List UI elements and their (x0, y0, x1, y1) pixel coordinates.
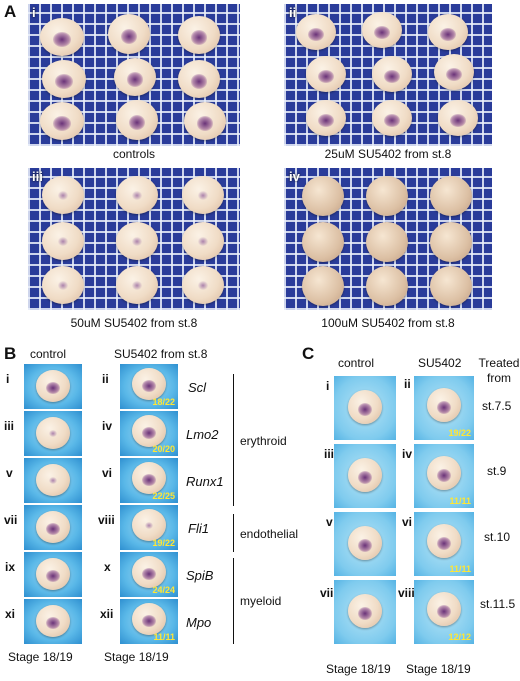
panel-c-count-iv: 11/11 (449, 496, 471, 506)
panel-c-stage-treated: Stage 18/19 (406, 662, 471, 676)
gene-lmo2: Lmo2 (186, 427, 219, 442)
panel-c-count-vi: 11/11 (449, 564, 471, 574)
panel-b-label-i: i (6, 372, 10, 386)
group-erythroid: erythroid (240, 434, 287, 448)
panel-b-letter: B (4, 344, 17, 363)
panel-c-treated-from-header: Treated from (478, 356, 520, 385)
panel-b-label-v: v (6, 466, 13, 480)
caption-a-ii: 25uM SU5402 from st.8 (324, 147, 452, 161)
panel-b-count-x: 24/24 (152, 585, 175, 595)
panel-b-label-ix: ix (5, 560, 16, 574)
caption-a-iv: 100uM SU5402 from st.8 (321, 316, 455, 330)
panel-c-stage-st11-5: st.11.5 (480, 597, 516, 611)
panel-c-label-v: v (326, 515, 333, 529)
gene-scl: Scl (188, 380, 207, 395)
panel-c-count-ii: 19/22 (448, 428, 471, 438)
photo-a-iv: iv (284, 168, 492, 310)
panel-b-control-header: control (30, 347, 67, 361)
panel-c-label-vi: vi (402, 515, 413, 529)
panel-b-label-viii: viii (98, 513, 115, 527)
photo-a-ii-label: ii (289, 5, 297, 20)
photo-a-ii: ii (284, 4, 492, 146)
group-endothelial: endothelial (240, 527, 299, 541)
panel-b-control-column (24, 364, 82, 644)
panel-a-letter: A (4, 2, 17, 21)
photo-a-i-label: i (32, 5, 36, 20)
gene-mpo: Mpo (186, 615, 212, 630)
panel-c-stage-control: Stage 18/19 (326, 662, 391, 676)
panel-b-label-iv: iv (102, 419, 113, 433)
panel-b-count-vi: 22/25 (152, 491, 175, 501)
panel-b-label-vii: vii (4, 513, 18, 527)
panel-b-treated-column: 18/22 20/20 22/25 19/22 24/24 11/11 (120, 364, 178, 644)
panel-c-label-i: i (326, 379, 330, 393)
bracket-myeloid (233, 558, 234, 644)
panel-b-treated-header: SU5402 from st.8 (114, 347, 208, 361)
gene-spib: SpiB (186, 568, 214, 583)
panel-b-count-viii: 19/22 (152, 538, 175, 548)
panel-b-label-ii: ii (102, 372, 109, 386)
panel-c-control-header: control (338, 356, 375, 370)
gene-fli1: Fli1 (188, 521, 209, 536)
panel-b-label-x: x (104, 560, 111, 574)
panel-c-stage-st9: st.9 (487, 464, 507, 478)
panel-c-label-ii: ii (404, 377, 411, 391)
photo-a-iii-label: iii (32, 169, 43, 184)
panel-b-stage-treated: Stage 18/19 (104, 650, 169, 664)
panel-b-label-iii: iii (4, 419, 15, 433)
bracket-erythroid (233, 374, 234, 506)
panel-c-treated-column: 19/22 11/11 11/11 12/12 (414, 376, 474, 644)
photo-a-i: i (28, 4, 240, 146)
panel-b-label-vi: vi (102, 466, 113, 480)
panel-c-label-vii: vii (320, 586, 334, 600)
caption-a-iii: 50uM SU5402 from st.8 (70, 316, 198, 330)
panel-b-label-xi: xi (5, 607, 16, 621)
panel-c-letter: C (302, 344, 315, 363)
panel-b-stage-control: Stage 18/19 (8, 650, 73, 664)
caption-a-i: controls (112, 147, 156, 161)
panel-b-count-iv: 20/20 (152, 444, 175, 454)
panel-b-count-ii: 18/22 (152, 397, 175, 407)
panel-c-count-viii: 12/12 (448, 632, 471, 642)
panel-b-label-xii: xii (100, 607, 114, 621)
panel-c-control-column (334, 376, 396, 644)
panel-c-label-iv: iv (402, 447, 413, 461)
bracket-endothelial (233, 514, 234, 552)
group-myeloid: myeloid (240, 594, 282, 608)
panel-c-stage-st7-5: st.7.5 (482, 399, 512, 413)
panel-c-label-viii: viii (398, 586, 415, 600)
gene-runx1: Runx1 (186, 474, 224, 489)
photo-a-iii: iii (28, 168, 240, 310)
panel-c-stage-st10: st.10 (484, 530, 511, 544)
panel-b-count-xii: 11/11 (153, 632, 175, 642)
panel-c-label-iii: iii (324, 447, 335, 461)
photo-a-iv-label: iv (289, 169, 300, 184)
panel-c-treated-header: SU5402 (418, 356, 462, 370)
